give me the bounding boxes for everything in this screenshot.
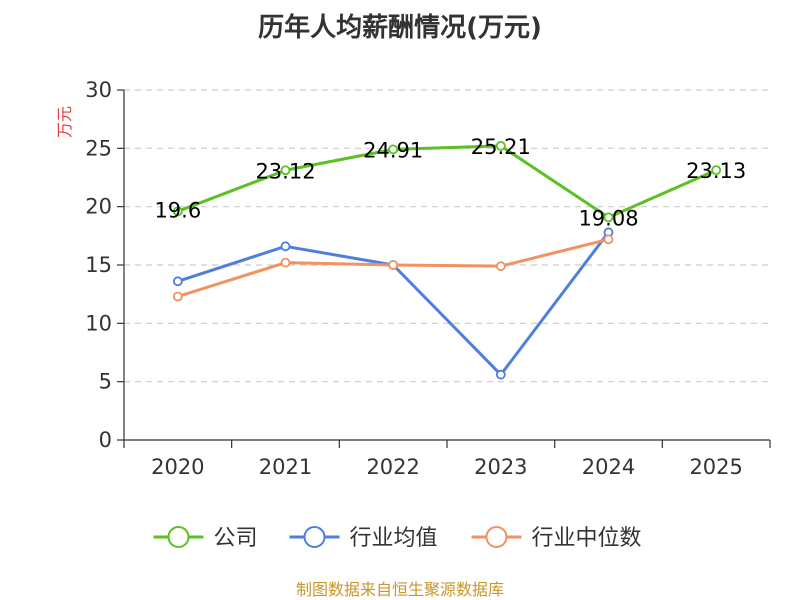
data-label: 25.21 <box>471 135 531 159</box>
data-point[interactable] <box>603 212 614 223</box>
data-point[interactable] <box>495 261 506 272</box>
data-point[interactable] <box>388 144 399 155</box>
grid-lines <box>124 89 770 383</box>
data-point[interactable] <box>495 369 506 380</box>
x-tick-label: 2023 <box>474 455 527 479</box>
x-tick-label: 2025 <box>689 455 742 479</box>
data-label: 23.13 <box>686 159 746 183</box>
legend-label: 公司 <box>214 526 258 551</box>
data-label: 24.91 <box>363 138 423 162</box>
y-tick-label: 20 <box>85 195 112 219</box>
x-tick-label: 2022 <box>366 455 419 479</box>
data-point[interactable] <box>280 257 291 268</box>
series-line <box>176 144 718 219</box>
series-1 <box>172 140 722 223</box>
data-point[interactable] <box>172 291 183 302</box>
data-point[interactable] <box>172 206 183 217</box>
y-tick-label: 30 <box>85 78 112 102</box>
y-tick-label: 5 <box>99 370 112 394</box>
series-2 <box>172 227 614 380</box>
data-point[interactable] <box>280 241 291 252</box>
data-point[interactable] <box>172 276 183 287</box>
data-labels: 19.6 23.12 24.91 25.21 19.08 23.13 <box>154 135 746 231</box>
legend-marker <box>303 526 326 548</box>
data-point[interactable] <box>388 260 399 270</box>
chart-title: 历年人均薪酬情况(万元) <box>258 12 542 43</box>
legend-marker <box>167 526 190 548</box>
x-tick-label: 2021 <box>259 455 312 479</box>
data-point[interactable] <box>603 234 614 245</box>
series-line <box>176 230 610 377</box>
y-tick-label: 0 <box>99 428 112 452</box>
legend-label: 行业中位数 <box>532 526 642 551</box>
data-label: 19.08 <box>578 206 638 230</box>
x-tick-label: 2020 <box>151 455 204 479</box>
series-3 <box>172 234 614 302</box>
legend-marker <box>485 526 508 548</box>
source-note: 制图数据来自恒生聚源数据库 <box>296 580 504 599</box>
series-lines <box>172 140 722 380</box>
y-tick-label: 10 <box>85 311 112 335</box>
data-point[interactable] <box>711 165 722 176</box>
legend-item-1[interactable]: 公司 <box>153 526 258 551</box>
data-point[interactable] <box>495 140 506 151</box>
data-label: 19.6 <box>154 198 201 222</box>
y-tick-label: 15 <box>85 253 112 277</box>
legend-label: 行业均值 <box>350 526 438 551</box>
legend-item-2[interactable]: 行业均值 <box>289 526 438 551</box>
legend[interactable]: 公司 行业均值 行业中位数 <box>153 526 642 551</box>
y-tick-label: 25 <box>85 136 112 160</box>
data-point[interactable] <box>280 165 291 176</box>
y-axis-label: 万元 <box>55 106 74 138</box>
data-label: 23.12 <box>255 159 315 183</box>
legend-item-3[interactable]: 行业中位数 <box>471 526 642 551</box>
x-tick-label: 2024 <box>582 455 635 479</box>
